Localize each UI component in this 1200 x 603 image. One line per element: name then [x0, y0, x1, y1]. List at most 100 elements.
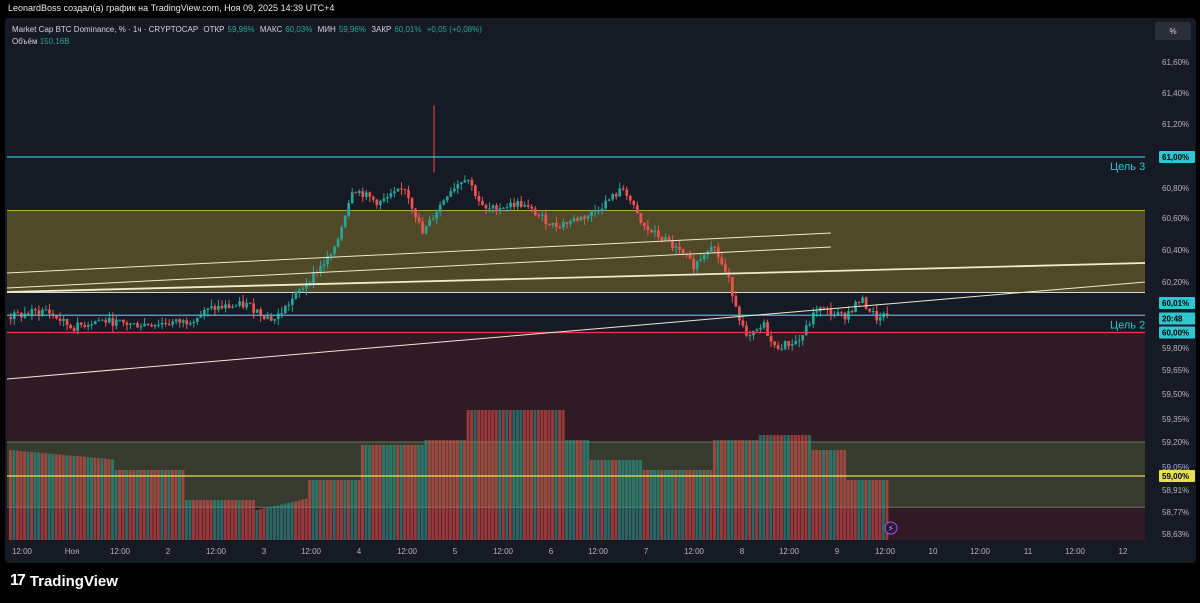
- volume-bar: [885, 480, 889, 540]
- volume-bar: [280, 504, 283, 540]
- volume-bar: [346, 480, 350, 540]
- x-tick-label: 12:00: [779, 547, 800, 556]
- candle: [435, 212, 439, 219]
- volume-bar: [431, 440, 435, 540]
- candle: [301, 288, 305, 290]
- tradingview-logo[interactable]: 17 TradingView: [10, 572, 118, 590]
- candle: [600, 208, 604, 211]
- legend-symbol: Market Cap BTC Dominance, % · 1ч · CRYPT…: [12, 25, 199, 34]
- candle: [734, 296, 738, 307]
- candle: [305, 284, 308, 289]
- x-tick-label: 8: [740, 547, 745, 556]
- volume-bar: [79, 456, 83, 540]
- chart-header: LeonardBoss создал(а) график на TradingV…: [8, 3, 335, 13]
- candle: [843, 312, 847, 320]
- candle: [146, 323, 150, 326]
- candle: [231, 306, 234, 308]
- volume-bar: [375, 445, 378, 540]
- volume-bar: [413, 445, 417, 540]
- volume-bar: [568, 440, 572, 540]
- volume-bar: [572, 440, 576, 540]
- candle: [312, 271, 315, 283]
- candle: [48, 309, 51, 314]
- legend-high-label: МАКС: [259, 25, 283, 34]
- volume-bar: [473, 410, 477, 540]
- volume-bar: [660, 470, 664, 540]
- volume-bar: [494, 410, 498, 540]
- lightning-marker[interactable]: [884, 521, 898, 535]
- candle: [576, 218, 579, 221]
- candle: [185, 320, 189, 325]
- volume-bar: [793, 435, 797, 540]
- candle: [438, 204, 442, 213]
- candle: [206, 308, 210, 311]
- y-tick-label: 59,50%: [1162, 390, 1189, 399]
- volume-bar: [72, 455, 76, 540]
- volume-bar: [751, 440, 755, 540]
- chart-svg[interactable]: Цель 3 Цель 2 61,60% 61,40% 61,20% 61,00% 60,8…: [5, 18, 1196, 563]
- candle: [291, 298, 294, 305]
- candle: [745, 325, 748, 336]
- volume-bar: [188, 500, 192, 540]
- candle: [354, 192, 358, 194]
- volume-bar: [258, 509, 262, 540]
- candle: [160, 322, 164, 325]
- volume-bar: [498, 410, 502, 540]
- candle: [731, 276, 734, 297]
- candle: [688, 254, 692, 259]
- y-tick-label: 61,40%: [1162, 89, 1189, 98]
- volume-bar: [332, 480, 336, 540]
- candle: [350, 192, 354, 204]
- candle: [748, 335, 752, 337]
- volume-bar: [371, 445, 375, 540]
- volume-bar: [783, 435, 787, 540]
- candle: [836, 312, 840, 315]
- volume-bar: [385, 445, 389, 540]
- y-tick-label: 59,05%: [1162, 463, 1189, 472]
- x-tick-label: 12:00: [684, 547, 705, 556]
- volume-bar: [26, 451, 30, 540]
- chart-panel[interactable]: Цель 3 Цель 2 61,60% 61,40% 61,20% 61,00% 60,8…: [5, 18, 1196, 563]
- candle: [583, 216, 586, 219]
- volume-bar: [114, 470, 118, 540]
- volume-bar: [811, 450, 815, 540]
- candle: [755, 329, 759, 331]
- candle: [143, 323, 146, 327]
- percent-scale-button[interactable]: %: [1155, 22, 1191, 40]
- volume-bar: [459, 440, 463, 540]
- volume-bar: [392, 445, 396, 540]
- volume-bar: [762, 435, 766, 540]
- y-tick-label: 59,20%: [1162, 438, 1189, 447]
- volume-bar: [177, 470, 181, 540]
- volume-bar: [463, 440, 466, 540]
- volume-bar: [357, 480, 361, 540]
- candle: [808, 324, 812, 326]
- candle: [118, 319, 122, 321]
- volume-bar: [797, 435, 801, 540]
- volume-bar: [765, 435, 769, 540]
- candle: [829, 309, 833, 316]
- candle: [456, 184, 460, 189]
- volume-bar: [822, 450, 826, 540]
- y-tick-label: 59,65%: [1162, 366, 1189, 375]
- y-tick-label: 60,20%: [1162, 278, 1189, 287]
- candle: [322, 264, 326, 267]
- x-tick-label: 10: [929, 547, 938, 556]
- legend-low: 59,96%: [338, 25, 366, 34]
- candle: [266, 316, 270, 319]
- candle: [16, 312, 20, 314]
- x-tick-label: 12:00: [301, 547, 322, 556]
- candle: [259, 309, 263, 316]
- volume-bar: [786, 435, 790, 540]
- volume-bar: [255, 510, 259, 540]
- volume-bar: [424, 440, 428, 540]
- candle: [699, 259, 703, 262]
- candle: [452, 188, 456, 192]
- candle: [815, 311, 819, 313]
- candle: [41, 309, 44, 315]
- volume-bar: [663, 470, 667, 540]
- volume-bar: [558, 410, 562, 540]
- x-tick-label: 12:00: [1065, 547, 1086, 556]
- candle: [336, 239, 340, 247]
- candle: [122, 319, 125, 323]
